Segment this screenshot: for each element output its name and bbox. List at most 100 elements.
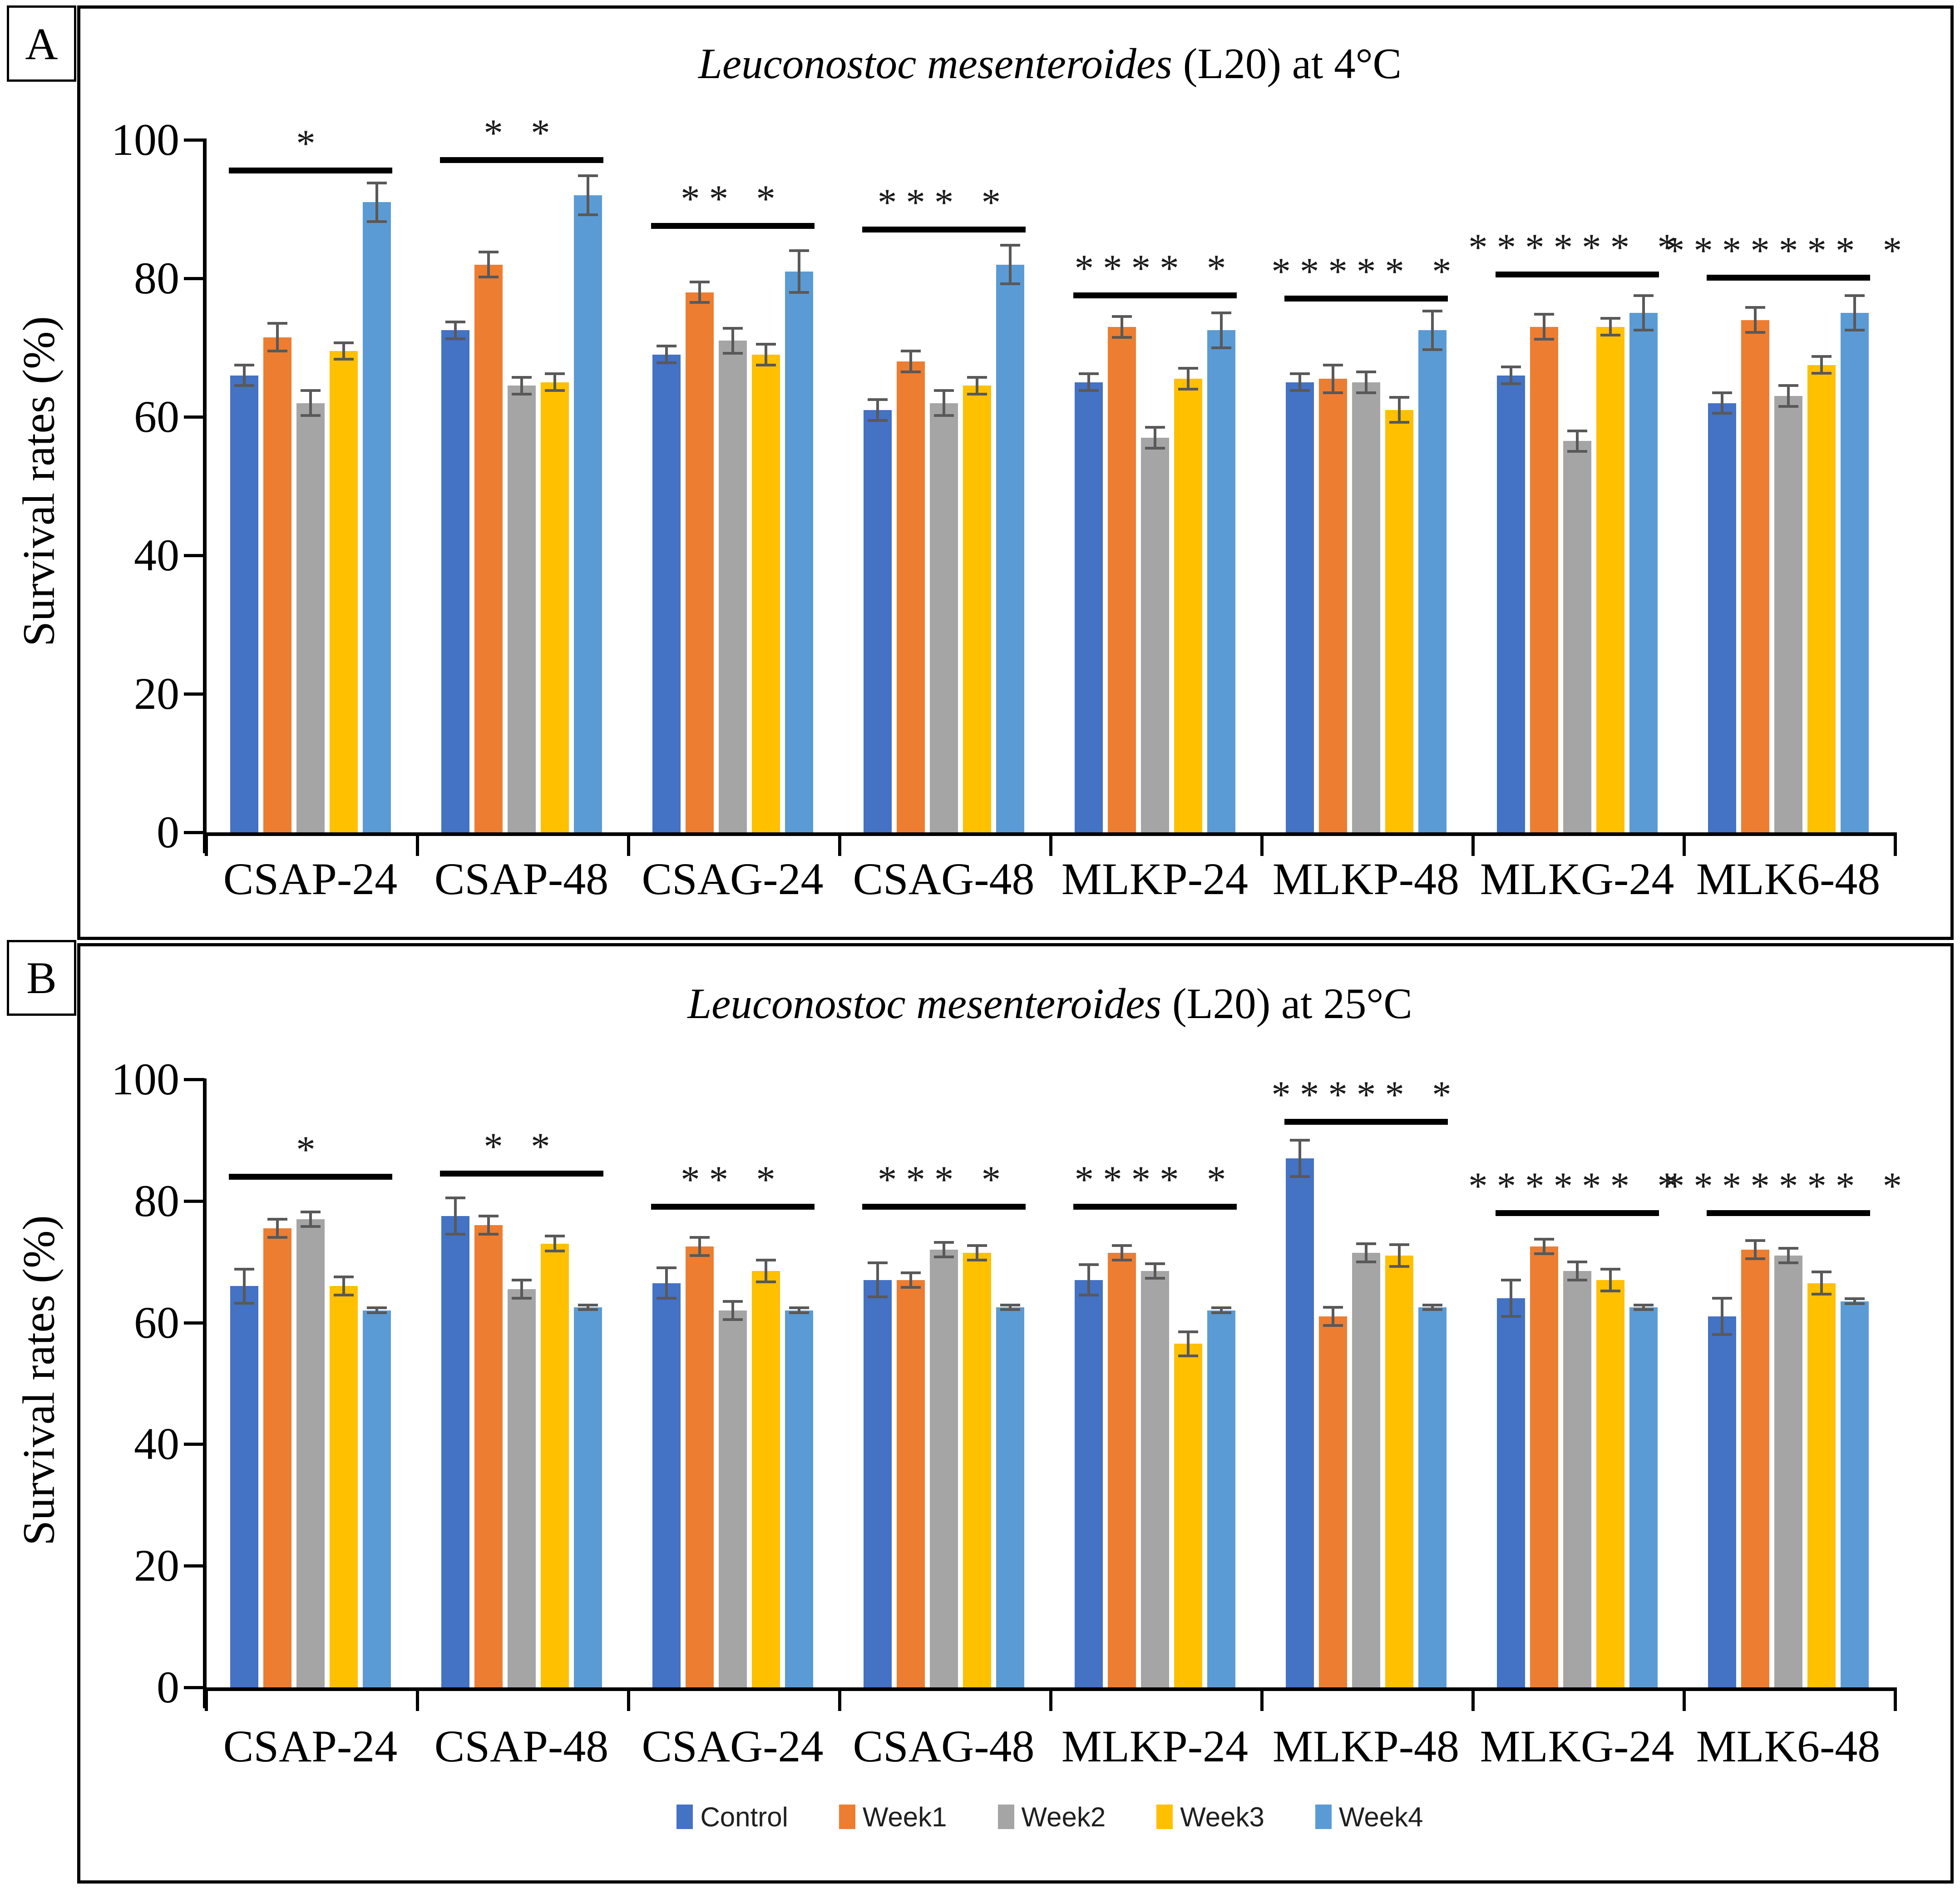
- error-cap-top-week1-MLKG-24: [1534, 1238, 1554, 1241]
- panel-b-x-tick-2: [627, 1691, 630, 1711]
- error-cap-top-week3-MLK6-48: [1811, 1271, 1832, 1274]
- error-cap-bottom-week2-MLKP-24: [1145, 446, 1165, 450]
- error-cap-bottom-week2-MLKP-24: [1145, 1276, 1165, 1280]
- panel-a-y-tick-label-40: 40: [134, 530, 179, 580]
- bar-week1-CSAP-48: [474, 264, 503, 832]
- bar-control-MLKP-24: [1074, 382, 1103, 832]
- error-cap-top-week2-MLKG-24: [1567, 1260, 1587, 1263]
- error-cap-bottom-week1-MLKP-24: [1111, 336, 1132, 339]
- bar-control-CSAP-24: [230, 1286, 258, 1687]
- bar-week3-MLKP-24: [1174, 1344, 1202, 1687]
- bar-control-CSAG-24: [652, 1283, 681, 1687]
- error-cap-top-control-CSAP-24: [234, 363, 254, 366]
- error-cap-bottom-control-MLK6-48: [1712, 1333, 1732, 1336]
- error-bar-control-MLK6-48: [1720, 1298, 1723, 1335]
- bar-week2-MLK6-48: [1774, 396, 1802, 832]
- error-cap-bottom-control-CSAP-24: [234, 384, 254, 387]
- error-cap-bottom-week2-CSAP-48: [511, 392, 532, 396]
- panel-a-x-tick-3: [838, 836, 841, 856]
- error-bar-week3-MLK6-48: [1820, 356, 1823, 373]
- bar-week2-CSAG-24: [718, 341, 747, 832]
- significance-stars-b-CSAP-24: *: [296, 1128, 325, 1171]
- panel-a-y-tick-100: [184, 138, 204, 142]
- bar-control-MLKP-48: [1285, 382, 1314, 832]
- error-cap-bottom-control-CSAG-48: [867, 1296, 888, 1299]
- error-cap-bottom-week2-MLKP-48: [1356, 1260, 1376, 1263]
- bar-week1-MLKP-48: [1318, 379, 1347, 832]
- panel-a-x-tick-1: [416, 836, 419, 856]
- error-bar-week4-CSAG-48: [1008, 1305, 1012, 1310]
- error-cap-bottom-week3-MLKG-24: [1600, 1289, 1620, 1292]
- error-bar-week3-MLK6-48: [1820, 1272, 1823, 1294]
- error-cap-top-control-CSAP-24: [234, 1267, 254, 1271]
- legend-swatch-week3: [1156, 1805, 1173, 1829]
- error-cap-bottom-week2-MLK6-48: [1778, 405, 1798, 408]
- error-cap-bottom-week3-MLKP-48: [1389, 421, 1409, 424]
- error-cap-bottom-week2-CSAG-24: [722, 351, 743, 355]
- error-bar-week3-CSAP-24: [342, 342, 345, 360]
- bar-week3-CSAP-48: [540, 382, 569, 832]
- error-cap-top-week1-CSAP-24: [267, 1217, 287, 1221]
- bar-week4-CSAG-48: [996, 264, 1024, 832]
- legend-item-week2: Week2: [997, 1801, 1106, 1833]
- error-cap-bottom-week2-CSAG-48: [933, 1255, 954, 1258]
- error-cap-top-week1-MLKP-24: [1111, 315, 1132, 318]
- error-bar-week3-CSAP-24: [342, 1277, 345, 1296]
- error-bar-week3-CSAG-24: [764, 1260, 767, 1282]
- bar-week3-MLKP-48: [1385, 410, 1413, 832]
- error-cap-top-week2-CSAG-48: [933, 1241, 954, 1244]
- error-cap-top-control-MLKG-24: [1501, 1278, 1521, 1281]
- error-bar-week2-MLKP-24: [1153, 1263, 1156, 1278]
- panel-a-x-tick-8: [1894, 836, 1897, 856]
- error-cap-top-week1-CSAP-48: [478, 1215, 499, 1218]
- legend-item-week1: Week1: [839, 1801, 947, 1833]
- bar-week2-MLKP-24: [1140, 1271, 1169, 1687]
- error-cap-top-week2-MLKP-48: [1356, 1242, 1376, 1245]
- legend-item-control: Control: [676, 1801, 788, 1833]
- legend-label-control: Control: [700, 1801, 788, 1832]
- error-cap-bottom-week1-MLKP-24: [1111, 1258, 1132, 1261]
- error-cap-top-week1-MLK6-48: [1745, 1239, 1765, 1242]
- bar-control-MLKP-24: [1074, 1280, 1103, 1687]
- bar-week1-MLKP-24: [1107, 1252, 1136, 1687]
- error-cap-top-week3-CSAG-48: [967, 1244, 987, 1247]
- panel-b-x-label-MLKP-48: MLKP-48: [1272, 1721, 1460, 1771]
- significance-line-a-CSAP-24: [228, 168, 392, 173]
- panel-a-y-tick-label-80: 80: [134, 253, 179, 303]
- error-cap-top-week4-MLKP-48: [1422, 1303, 1442, 1306]
- bar-week2-CSAP-24: [296, 1219, 325, 1687]
- error-bar-week1-MLKP-48: [1331, 1307, 1334, 1326]
- bar-control-CSAG-48: [863, 410, 892, 832]
- bar-week2-CSAG-48: [929, 1249, 958, 1687]
- bar-week1-MLKP-24: [1107, 326, 1136, 832]
- error-cap-top-week2-CSAG-24: [722, 1300, 743, 1303]
- panel-b-y-tick-label-100: 100: [111, 1054, 179, 1104]
- legend-swatch-control: [676, 1805, 693, 1829]
- error-bar-control-CSAG-24: [665, 1268, 668, 1299]
- error-cap-bottom-control-CSAP-48: [445, 337, 465, 340]
- error-bar-week3-CSAG-48: [975, 377, 978, 394]
- error-bar-week1-CSAP-48: [487, 252, 490, 277]
- bar-week1-CSAP-24: [263, 1228, 291, 1687]
- error-bar-week3-MLKG-24: [1609, 1269, 1612, 1291]
- significance-stars-a-CSAG-24: ** *: [681, 178, 785, 220]
- error-cap-top-week3-MLKG-24: [1600, 1267, 1620, 1271]
- error-bar-week4-CSAP-24: [375, 183, 378, 222]
- panel-b-x-tick-4: [1049, 1691, 1052, 1711]
- error-cap-bottom-week3-CSAG-24: [755, 1280, 776, 1283]
- panel-a-title: Leuconostoc mesenteroides (L20) at 4°C: [204, 39, 1896, 89]
- error-cap-bottom-week4-CSAG-48: [1000, 282, 1020, 286]
- error-cap-top-week1-CSAG-24: [689, 280, 710, 283]
- panel-b-x-label-MLK6-48: MLK6-48: [1696, 1721, 1881, 1771]
- error-bar-week3-MLKP-48: [1397, 397, 1401, 423]
- error-bar-week4-MLKP-48: [1431, 1305, 1434, 1310]
- error-cap-bottom-week2-CSAG-48: [933, 414, 954, 417]
- error-cap-top-week3-CSAP-48: [544, 1235, 565, 1238]
- error-cap-top-week4-MLK6-48: [1844, 1297, 1865, 1301]
- panel-b-y-tick-80: [184, 1199, 204, 1203]
- panel-b-x-tick-3: [838, 1691, 841, 1711]
- bar-week4-CSAG-24: [785, 271, 813, 832]
- error-bar-week2-MLKP-48: [1364, 1243, 1368, 1262]
- error-cap-top-week3-CSAG-24: [755, 1258, 776, 1261]
- error-cap-top-control-CSAG-48: [867, 398, 888, 401]
